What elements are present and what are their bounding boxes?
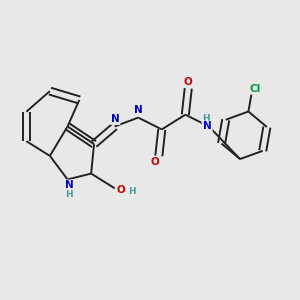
Text: N: N: [203, 122, 212, 131]
Text: O: O: [151, 157, 160, 167]
Text: O: O: [184, 77, 193, 87]
Text: H: H: [65, 190, 73, 199]
Text: N: N: [111, 114, 120, 124]
Text: N: N: [134, 105, 143, 115]
Text: Cl: Cl: [249, 84, 261, 94]
Text: O: O: [117, 185, 125, 195]
Text: H: H: [202, 114, 210, 123]
Text: N: N: [65, 180, 74, 190]
Text: H: H: [128, 187, 136, 196]
